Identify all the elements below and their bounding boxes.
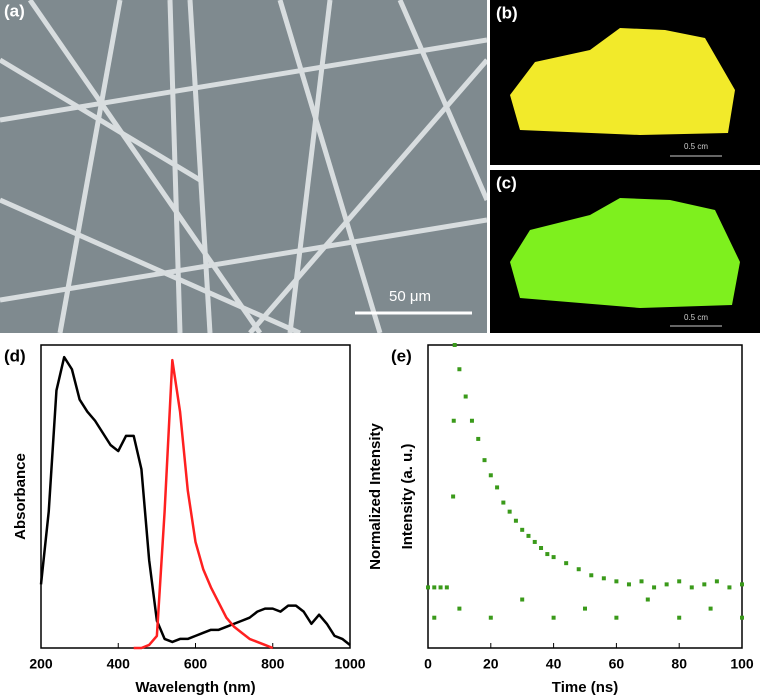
point (576, 567, 581, 572)
sample (510, 28, 735, 135)
x-tick-label: 800 (261, 656, 285, 672)
y2-axis-label: Normalized Intensity (367, 422, 384, 569)
point (645, 597, 650, 602)
plot-frame (40, 344, 351, 649)
point (501, 500, 506, 505)
point (740, 615, 744, 620)
point (432, 615, 437, 620)
point (469, 418, 474, 423)
x-tick-label: 1000 (334, 656, 365, 672)
point (476, 436, 481, 441)
x-tick-label: 400 (107, 656, 131, 672)
x-tick-label: 600 (184, 656, 208, 672)
point (639, 579, 644, 584)
point (539, 546, 544, 551)
point (583, 606, 587, 611)
x-tick-label: 20 (483, 656, 499, 672)
point (463, 394, 468, 399)
point (614, 579, 619, 584)
point (488, 615, 493, 620)
point (526, 533, 531, 538)
point (457, 606, 462, 611)
point (488, 473, 493, 478)
point (740, 582, 744, 587)
scale-bar-label: 0.5 cm (684, 142, 708, 151)
y-axis-label: Absorbance (12, 453, 29, 540)
point (532, 539, 537, 544)
point (702, 582, 707, 587)
point (708, 606, 713, 611)
x-axis-label: Time (ns) (552, 679, 618, 696)
point (652, 585, 657, 590)
scale-bar-label: 50 μm (389, 288, 431, 305)
point (626, 582, 631, 587)
point (589, 573, 594, 578)
point (457, 367, 462, 372)
point (664, 582, 669, 587)
point (520, 597, 525, 602)
x-tick-label: 100 (730, 656, 754, 672)
point (452, 343, 457, 347)
y-axis-label: Intensity (a. u.) (399, 444, 416, 550)
point (507, 509, 512, 514)
point (564, 561, 569, 566)
point (426, 585, 430, 590)
point (451, 418, 456, 423)
point (677, 615, 682, 620)
point (614, 615, 619, 620)
point (482, 458, 487, 463)
point (432, 585, 437, 590)
point (689, 585, 694, 590)
point (545, 552, 550, 557)
panel-label: (e) (391, 346, 412, 365)
x-tick-label: 0 (424, 656, 432, 672)
series-line (133, 358, 274, 650)
point (451, 494, 456, 499)
point (444, 585, 449, 590)
panel-label: (b) (496, 3, 518, 22)
sample (510, 198, 740, 308)
point (714, 579, 719, 584)
x-tick-label: 40 (546, 656, 562, 672)
point (520, 527, 525, 532)
point (438, 585, 443, 590)
x-tick-label: 200 (29, 656, 53, 672)
x-tick-label: 60 (609, 656, 625, 672)
panel-label: (c) (496, 173, 517, 192)
point (551, 555, 556, 560)
series-line (39, 355, 351, 646)
x-axis-label: Wavelength (nm) (135, 679, 255, 696)
panel-label: (a) (4, 1, 25, 20)
panel-label: (d) (4, 346, 26, 365)
point (495, 485, 500, 490)
point (551, 615, 556, 620)
plot-frame (427, 344, 743, 649)
point (513, 518, 518, 523)
point (677, 579, 682, 584)
point (727, 585, 732, 590)
x-tick-label: 80 (671, 656, 687, 672)
fibers (0, 0, 487, 333)
scale-bar-label: 0.5 cm (684, 313, 708, 322)
point (601, 576, 606, 581)
